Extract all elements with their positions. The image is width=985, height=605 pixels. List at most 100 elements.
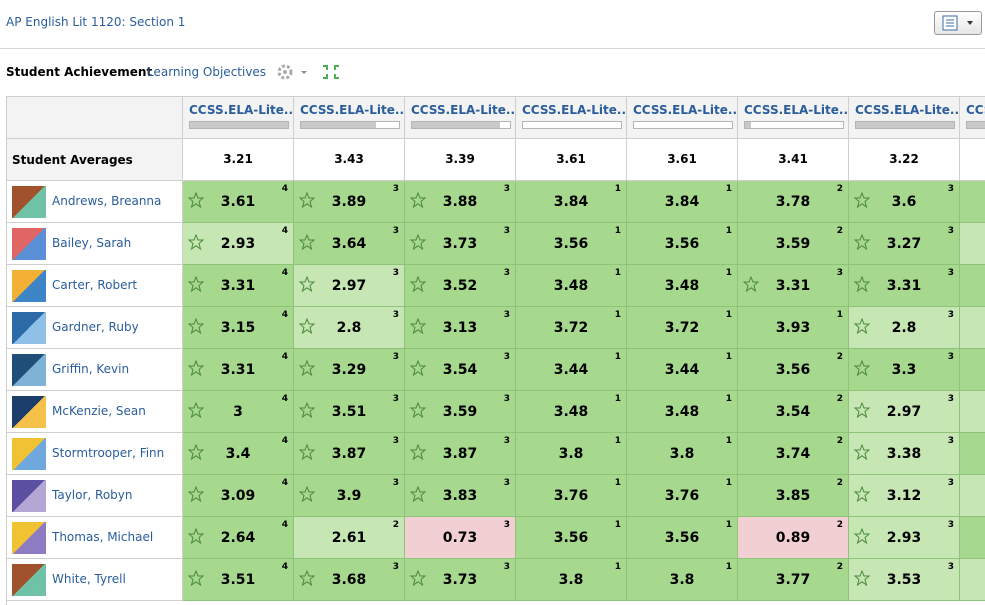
objective-label[interactable]: CCSS.ELA-Lite... (633, 103, 737, 117)
score-cell[interactable]: 3.68 3 (294, 559, 405, 601)
score-cell[interactable]: 3.48 1 (516, 391, 627, 433)
score-cell[interactable]: 3.56 2 (738, 349, 849, 391)
score-cell[interactable]: 3.88 3 (405, 181, 516, 223)
score-cell[interactable]: 3.84 1 (516, 181, 627, 223)
score-cell[interactable]: 2.64 4 (183, 517, 294, 559)
score-cell[interactable]: 2.93 3 (849, 517, 960, 559)
score-cell[interactable]: 3.8 1 (516, 433, 627, 475)
score-cell[interactable]: 3.93 1 (738, 307, 849, 349)
objective-label[interactable]: CCSS.ELA-Lite... (189, 103, 293, 117)
score-cell[interactable]: 3.48 1 (627, 391, 738, 433)
score-cell[interactable]: 3.3 3 (849, 349, 960, 391)
score-cell[interactable]: 3.64 3 (294, 223, 405, 265)
student-name[interactable]: Andrews, Breanna (52, 194, 162, 208)
objective-label[interactable]: CCSS.ELA-Lite... (411, 103, 515, 117)
score-cell[interactable]: 3.8 1 (516, 559, 627, 601)
view-menu-button[interactable] (934, 11, 982, 35)
score-cell[interactable]: 3.31 3 (849, 265, 960, 307)
score-cell[interactable]: 3.72 1 (627, 307, 738, 349)
score-cell[interactable]: 3.56 1 (627, 517, 738, 559)
score-cell[interactable]: 3.8 1 (627, 433, 738, 475)
course-title[interactable]: AP English Lit 1120: Section 1 (6, 15, 186, 29)
objective-label[interactable]: CCSS.ELA-Lite... (522, 103, 626, 117)
learning-objectives-link[interactable]: Learning Objectives (147, 65, 267, 79)
student-name[interactable]: Stormtrooper, Finn (52, 446, 165, 460)
score-cell[interactable]: 3.56 1 (516, 223, 627, 265)
score-cell[interactable]: 3.87 3 (294, 433, 405, 475)
student-name[interactable]: Thomas, Michael (52, 530, 154, 544)
score-cell[interactable]: 3.51 3 (294, 391, 405, 433)
score-cell[interactable]: 3.54 3 (405, 349, 516, 391)
score-cell[interactable]: 3.72 1 (516, 307, 627, 349)
score-cell[interactable]: 3.48 1 (627, 265, 738, 307)
score-cell[interactable]: 3.44 1 (627, 349, 738, 391)
score-cell[interactable]: 3.6 3 (849, 181, 960, 223)
corner-cell (7, 97, 183, 139)
score-cell[interactable]: 3.51 4 (183, 559, 294, 601)
student-name[interactable]: Taylor, Robyn (52, 488, 133, 502)
score-cell[interactable]: 3.31 4 (183, 349, 294, 391)
score-cell[interactable]: 3.12 3 (849, 475, 960, 517)
score-cell[interactable]: 3.31 4 (183, 265, 294, 307)
score-cell[interactable]: 3.4 4 (183, 433, 294, 475)
student-name[interactable]: McKenzie, Sean (52, 404, 146, 418)
score-cell[interactable]: 3.9 3 (294, 475, 405, 517)
score-cell[interactable]: 3.27 3 (849, 223, 960, 265)
score-value: 3.8 (669, 572, 695, 588)
score-value: 3.56 (553, 236, 589, 252)
score-cell[interactable]: 3.31 3 (738, 265, 849, 307)
score-cell[interactable]: 3.53 3 (849, 559, 960, 601)
score-cell[interactable]: 3.73 3 (405, 223, 516, 265)
score-cell[interactable]: 3.44 1 (516, 349, 627, 391)
score-cell[interactable]: 3.15 4 (183, 307, 294, 349)
student-name[interactable]: Bailey, Sarah (52, 236, 132, 250)
score-cell[interactable]: 2.97 3 (849, 391, 960, 433)
score-cell[interactable]: 3.09 4 (183, 475, 294, 517)
score-cell[interactable]: 3.59 2 (738, 223, 849, 265)
score-cell[interactable]: 3.13 3 (405, 307, 516, 349)
score-cell[interactable]: 3.59 3 (405, 391, 516, 433)
score-cell[interactable]: 3.87 3 (405, 433, 516, 475)
score-cell[interactable]: 2.8 3 (849, 307, 960, 349)
toolbar-icons[interactable] (275, 62, 345, 82)
score-cell[interactable]: 2.97 3 (294, 265, 405, 307)
score-cell[interactable]: 3.56 1 (516, 517, 627, 559)
score-cell[interactable]: 3.78 2 (738, 181, 849, 223)
objective-label[interactable]: CCSS.ELA-Lite... (855, 103, 959, 117)
score-cell[interactable]: 3.89 3 (294, 181, 405, 223)
objective-label[interactable]: CCSS.ELA-Lite... (744, 103, 848, 117)
divider (0, 48, 985, 49)
score-cell[interactable]: 2.8 3 (294, 307, 405, 349)
score-cell[interactable]: 3.77 2 (738, 559, 849, 601)
score-cell[interactable]: 3.76 1 (627, 475, 738, 517)
objective-label[interactable]: CCSS.ELA-Lite... (966, 103, 985, 117)
score-cell[interactable]: 0.89 2 (738, 517, 849, 559)
score-cell[interactable]: 3.74 2 (738, 433, 849, 475)
score-cell[interactable]: 3.38 3 (849, 433, 960, 475)
score-cell[interactable]: 3.56 1 (627, 223, 738, 265)
score-cell[interactable]: 3.83 3 (405, 475, 516, 517)
progress-bar (744, 121, 844, 129)
score-cell[interactable]: 2.93 4 (183, 223, 294, 265)
score-cell[interactable]: 2.61 2 (294, 517, 405, 559)
score-cell[interactable]: 3.84 1 (627, 181, 738, 223)
score-cell[interactable]: 0.73 3 (405, 517, 516, 559)
objective-label[interactable]: CCSS.ELA-Lite... (300, 103, 404, 117)
score-cell[interactable]: 3.52 3 (405, 265, 516, 307)
evidence-count: 2 (836, 394, 843, 404)
score-cell[interactable]: 3.73 3 (405, 559, 516, 601)
score-cell[interactable]: 3.48 1 (516, 265, 627, 307)
averages-label-cell: Student Averages (7, 139, 183, 181)
student-name[interactable]: White, Tyrell (52, 572, 126, 586)
score-cell[interactable]: 3.85 2 (738, 475, 849, 517)
student-name[interactable]: Gardner, Ruby (52, 320, 139, 334)
score-cell[interactable]: 3.61 4 (183, 181, 294, 223)
evidence-count: 3 (503, 394, 510, 404)
student-name[interactable]: Carter, Robert (52, 278, 138, 292)
score-cell[interactable]: 3.54 2 (738, 391, 849, 433)
score-cell[interactable]: 3.8 1 (627, 559, 738, 601)
score-cell[interactable]: 3.76 1 (516, 475, 627, 517)
score-cell[interactable]: 3.29 3 (294, 349, 405, 391)
student-name[interactable]: Griffin, Kevin (52, 362, 130, 376)
